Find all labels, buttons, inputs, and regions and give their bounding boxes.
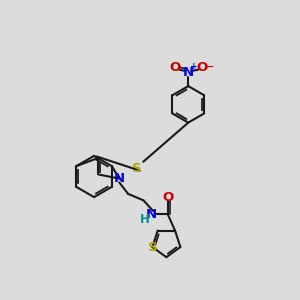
Text: S: S [132, 162, 142, 175]
Text: N: N [114, 172, 125, 185]
Text: O: O [197, 61, 208, 74]
Text: O: O [170, 61, 181, 74]
Text: S: S [148, 241, 157, 254]
Text: −: − [204, 61, 214, 74]
Text: +: + [190, 61, 198, 70]
Text: N: N [146, 208, 157, 221]
Text: O: O [162, 191, 173, 204]
Text: N: N [183, 66, 194, 79]
Text: H: H [140, 213, 150, 226]
